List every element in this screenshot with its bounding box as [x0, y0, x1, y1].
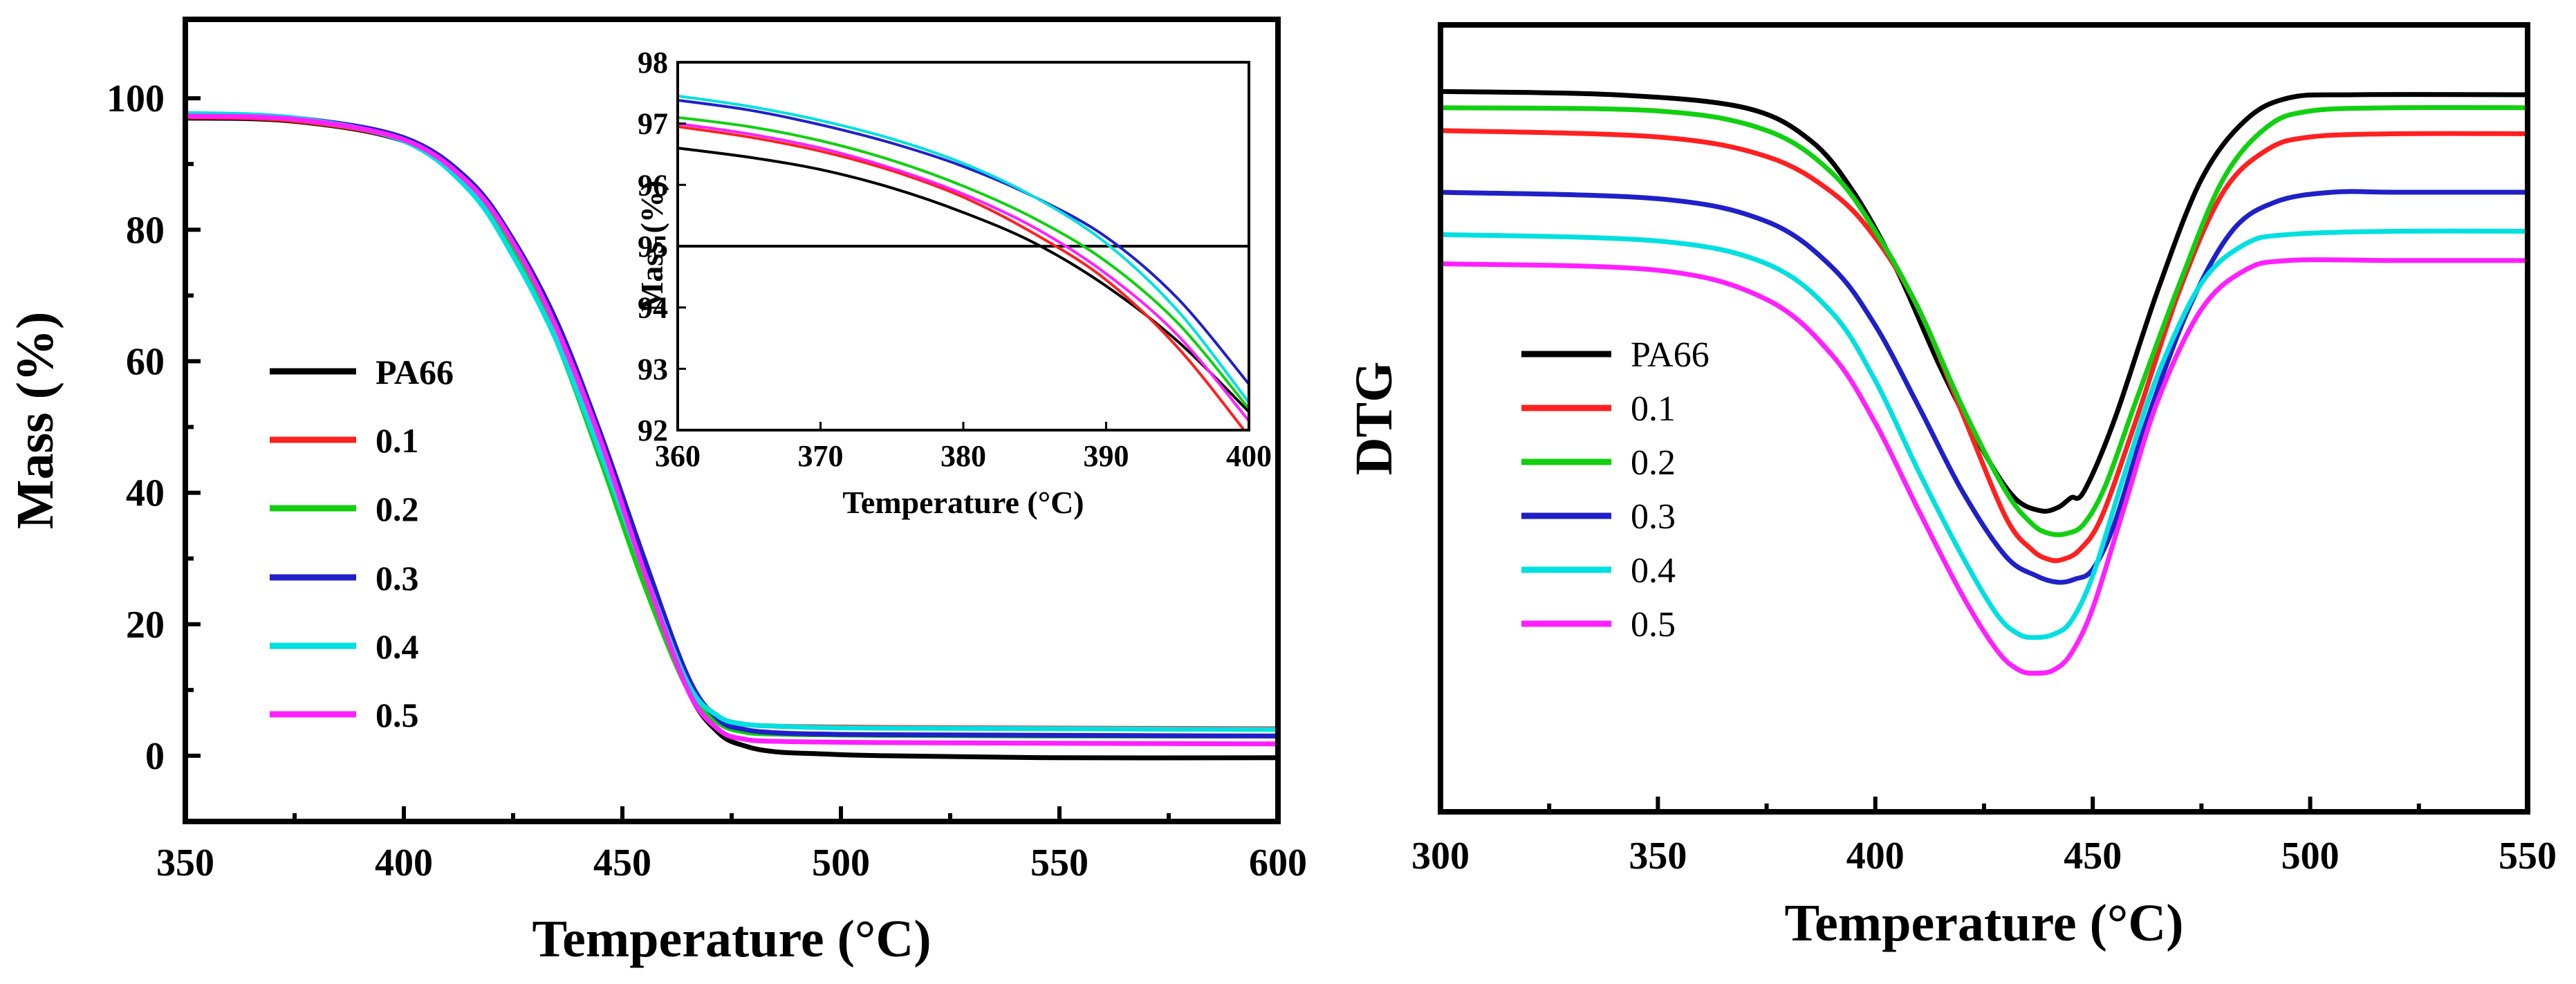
- inset-series-0.4: [678, 94, 1249, 405]
- legend-item: 0.1: [1521, 389, 1676, 429]
- dtg-series-0.5: [1438, 257, 2530, 676]
- tga-y-tick-label: 60: [126, 340, 165, 383]
- inset-y-tick-label: 95: [638, 230, 668, 263]
- legend-label: PA66: [1631, 335, 1709, 375]
- dtg-x-tick-label: 500: [2281, 835, 2339, 878]
- legend-item: PA66: [270, 353, 454, 391]
- inset-series-0.5: [678, 122, 1249, 423]
- tga-y-tick-label: 0: [145, 735, 165, 778]
- dtg-y-axis-label: DTG: [1345, 362, 1403, 476]
- legend-label: 0.2: [376, 490, 419, 528]
- tga-x-axis-label: Temperature (°C): [532, 910, 931, 968]
- dtg-chart: 300 350 400 450 500 550 Temperature (°C) DTG …: [1345, 22, 2557, 952]
- inset-series-0.1: [678, 125, 1246, 430]
- tga-legend: PA66 0.1 0.2 0.3 0.4 0.5: [270, 353, 454, 734]
- legend-label: 0.1: [376, 421, 419, 460]
- inset-x-tick-label: 360: [655, 439, 701, 473]
- tga-y-tick-label: 80: [126, 209, 165, 252]
- inset-y-tick-label: 92: [638, 414, 668, 447]
- dtg-plot-frame: [1438, 22, 2530, 815]
- tga-y-tick-label: 40: [126, 472, 165, 515]
- dtg-series-0.4: [1438, 228, 2530, 640]
- inset-y-axis-label: Mass (%): [634, 180, 669, 312]
- dtg-x-axis-ticks: 300 350 400 450 500 550: [1411, 797, 2557, 878]
- inset-x-tick-label: 370: [798, 439, 844, 473]
- legend-item: 0.3: [270, 559, 419, 597]
- tga-inset: 360 370 380 390 400 92 93 94 95 96 97 98 Temperatu…: [634, 46, 1272, 520]
- tga-x-tick-label: 350: [156, 842, 214, 884]
- legend-label: 0.5: [1631, 605, 1676, 644]
- inset-x-tick-label: 390: [1084, 439, 1129, 473]
- tga-series-group: [183, 111, 1281, 761]
- inset-x-tick-label: 380: [940, 439, 986, 473]
- dtg-series-group: [1438, 89, 2530, 676]
- legend-item: 0.4: [270, 627, 419, 666]
- legend-item: 0.3: [1521, 497, 1676, 537]
- legend-label: 0.4: [1631, 551, 1676, 591]
- dtg-series-0.3: [1438, 189, 2530, 585]
- dtg-series-0.2: [1438, 104, 2530, 537]
- legend-item: 0.2: [1521, 443, 1676, 483]
- inset-y-tick-label: 97: [638, 107, 668, 141]
- dtg-x-tick-label: 350: [1629, 835, 1687, 878]
- inset-y-tick-label: 94: [638, 291, 668, 325]
- dtg-x-tick-label: 400: [1846, 835, 1905, 878]
- tga-x-tick-label: 450: [593, 842, 651, 884]
- legend-item: 0.5: [1521, 605, 1676, 644]
- tga-x-tick-label: 400: [375, 842, 433, 884]
- dtg-series-0.1: [1438, 128, 2530, 564]
- dtg-x-tick-label: 450: [2064, 835, 2122, 878]
- tga-x-tick-label: 550: [1030, 842, 1088, 884]
- tga-x-tick-label: 600: [1249, 842, 1307, 884]
- tga-y-tick-label: 20: [126, 604, 165, 647]
- inset-x-tick-label: 400: [1226, 439, 1272, 473]
- tga-chart: 350 400 450 500 550 600 0 20 40 60 80 100 Temperat…: [6, 17, 1307, 968]
- tga-y-axis-label: Mass (%): [6, 312, 64, 530]
- inset-y-axis-ticks: 92 93 94 95 96 97 98: [638, 46, 686, 447]
- inset-x-axis-label: Temperature (°C): [842, 485, 1084, 520]
- legend-label: 0.3: [376, 559, 419, 597]
- legend-label: 0.3: [1631, 497, 1676, 537]
- inset-series-group: [678, 94, 1249, 430]
- inset-series-pa66: [678, 147, 1249, 414]
- inset-series-0.2: [678, 115, 1249, 410]
- legend-label: 0.5: [376, 696, 419, 734]
- inset-y-tick-label: 93: [638, 352, 668, 386]
- legend-item: 0.4: [1521, 551, 1676, 591]
- tga-x-axis-ticks: 350 400 450 500 550 600: [156, 806, 1307, 884]
- legend-item: 0.5: [270, 696, 419, 734]
- dtg-x-axis-label: Temperature (°C): [1784, 894, 2183, 952]
- tga-y-tick-label: 100: [106, 77, 165, 120]
- dtg-x-tick-label: 550: [2499, 835, 2557, 878]
- dtg-legend: PA66 0.1 0.2 0.3 0.4 0.5: [1521, 335, 1709, 644]
- legend-item: 0.2: [270, 490, 419, 528]
- legend-item: 0.1: [270, 421, 419, 460]
- inset-series-0.3: [678, 99, 1249, 386]
- inset-y-tick-label: 96: [638, 168, 668, 202]
- tga-series-0.5: [183, 113, 1281, 747]
- tga-x-tick-label: 500: [812, 842, 870, 884]
- tga-y-axis-ticks: 0 20 40 60 80 100: [106, 77, 201, 778]
- dtg-x-tick-label: 300: [1411, 835, 1470, 878]
- inset-y-tick-label: 98: [638, 46, 668, 80]
- dtg-series-pa66: [1438, 89, 2530, 514]
- legend-label: 0.4: [376, 627, 419, 666]
- legend-label: 0.2: [1631, 443, 1676, 483]
- legend-label: PA66: [376, 353, 454, 391]
- legend-label: 0.1: [1631, 389, 1676, 429]
- inset-x-axis-ticks: 360 370 380 390 400: [655, 422, 1272, 473]
- legend-item: PA66: [1521, 335, 1709, 375]
